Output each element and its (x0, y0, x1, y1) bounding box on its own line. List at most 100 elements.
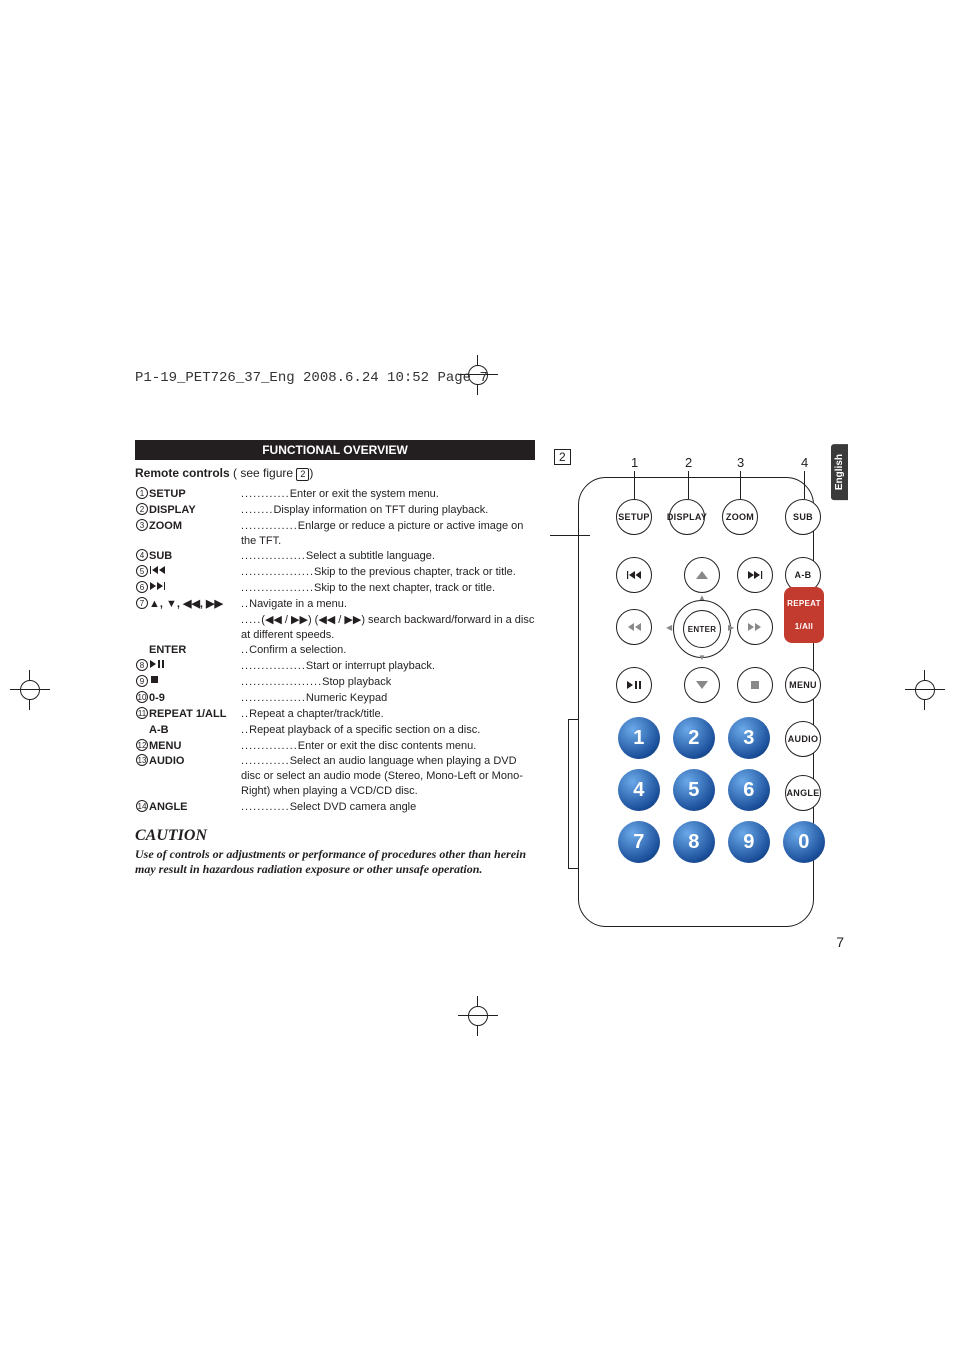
item-desc: ..Confirm a selection. (241, 643, 535, 658)
item-label: MENU (149, 739, 241, 754)
item-desc: ............Enter or exit the system men… (241, 487, 535, 502)
callout-line (688, 471, 689, 499)
registration-mark-left (10, 670, 50, 710)
list-item: 12MENU..............Enter or exit the di… (135, 739, 535, 754)
remote-num-8: 8 (673, 821, 715, 863)
list-item: 2DISPLAY........Display information on T… (135, 503, 535, 518)
list-item: 4SUB................Select a subtitle la… (135, 549, 535, 564)
list-item: 13AUDIO............Select an audio langu… (135, 754, 535, 799)
repeat-label2: 1/All (795, 622, 813, 631)
subhead-fig: 2 (296, 468, 309, 481)
item-desc: ..Repeat playback of a specific section … (241, 723, 535, 738)
list-item: 5..................Skip to the previous … (135, 565, 535, 580)
item-desc: ................Select a subtitle langua… (241, 549, 535, 564)
remote-num-9: 9 (728, 821, 770, 863)
remote-num-6: 6 (728, 769, 770, 811)
item-label (149, 675, 241, 690)
remote-enter: ENTER (683, 610, 721, 648)
item-desc: ..Repeat a chapter/track/title. (241, 707, 535, 722)
remote-setup: SETUP (616, 499, 652, 535)
item-desc: ............Select DVD camera angle (241, 800, 535, 815)
list-item: 7▲, ▼, ◀◀, ▶▶..Navigate in a menu. (135, 597, 535, 612)
item-desc: ................Start or interrupt playb… (241, 659, 535, 674)
remote-num-7: 7 (618, 821, 660, 863)
controls-list: 1SETUP............Enter or exit the syst… (135, 487, 535, 815)
item-label: ▲, ▼, ◀◀, ▶▶ (149, 597, 241, 612)
callout-line (804, 471, 805, 499)
enter-arrow: ◀ (666, 623, 672, 632)
remote-angle: ANGLE (785, 775, 821, 811)
caution-body: Use of controls or adjustments or perfor… (135, 847, 535, 878)
item-label (149, 581, 241, 596)
subhead-note-close: ) (309, 466, 313, 480)
remote-repeat: REPEAT 1/All (784, 587, 824, 643)
remote-controls-heading: Remote controls ( see figure 2) (135, 466, 535, 481)
figure-label: 2 (554, 449, 571, 465)
subhead-main: Remote controls (135, 466, 230, 480)
item-label: ANGLE (149, 800, 241, 815)
item-label: DISPLAY (149, 503, 241, 518)
list-item: A-B..Repeat playback of a specific secti… (135, 723, 535, 738)
remote-prev-track (616, 557, 652, 593)
callout-line (740, 471, 741, 499)
item-label: A-B (149, 723, 241, 738)
enter-arrow: ▼ (698, 653, 706, 662)
item-label (149, 565, 241, 580)
section-title: FUNCTIONAL OVERVIEW (135, 440, 535, 460)
item-desc: .....(◀◀ / ▶▶) (◀◀ / ▶▶) search backward… (241, 613, 535, 643)
remote-display: DISPLAY (669, 499, 705, 535)
remote-audio: AUDIO (785, 721, 821, 757)
print-job-header: P1-19_PET726_37_Eng 2008.6.24 10:52 Page… (135, 370, 488, 386)
list-item: 3ZOOM..............Enlarge or reduce a p… (135, 519, 535, 549)
list-item: 11REPEAT 1/ALL..Repeat a chapter/track/t… (135, 707, 535, 722)
list-item: 6..................Skip to the next chap… (135, 581, 535, 596)
remote-zoom: ZOOM (722, 499, 758, 535)
remote-menu: MENU (785, 667, 821, 703)
remote-num-1: 1 (618, 717, 660, 759)
list-item: ENTER..Confirm a selection. (135, 643, 535, 658)
item-label: AUDIO (149, 754, 241, 769)
item-desc: ..Navigate in a menu. (241, 597, 535, 612)
item-desc: ........Display information on TFT durin… (241, 503, 535, 518)
subhead-note: ( see figure (233, 466, 296, 480)
remote-sub: SUB (785, 499, 821, 535)
remote-stop (737, 667, 773, 703)
item-desc: ............Select an audio language whe… (241, 754, 535, 799)
item-label: SETUP (149, 487, 241, 502)
list-item: 1SETUP............Enter or exit the syst… (135, 487, 535, 502)
callout-line (550, 535, 590, 536)
numpad-bracket (568, 719, 578, 869)
list-item: .....(◀◀ / ▶▶) (◀◀ / ▶▶) search backward… (135, 613, 535, 643)
remote-num-3: 3 (728, 717, 770, 759)
callout-number: 1 (631, 455, 638, 470)
callout-number: 4 (801, 455, 808, 470)
item-label: ENTER (149, 643, 241, 658)
remote-up (684, 557, 720, 593)
remote-play-pause (616, 667, 652, 703)
enter-arrow: ▲ (698, 593, 706, 602)
item-desc: ..................Skip to the previous c… (241, 565, 535, 580)
remote-num-0: 0 (783, 821, 825, 863)
list-item: 9....................Stop playback (135, 675, 535, 690)
remote-next-track (737, 557, 773, 593)
registration-mark-mid (458, 996, 498, 1036)
item-label: REPEAT 1/ALL (149, 707, 241, 722)
remote-down (684, 667, 720, 703)
list-item: 100-9................Numeric Keypad (135, 691, 535, 706)
remote-num-4: 4 (618, 769, 660, 811)
item-desc: ..............Enter or exit the disc con… (241, 739, 535, 754)
callout-number: 2 (685, 455, 692, 470)
callout-line (634, 471, 635, 499)
page-number: 7 (836, 934, 844, 950)
item-desc: ..............Enlarge or reduce a pictur… (241, 519, 535, 549)
item-label: ZOOM (149, 519, 241, 534)
remote-num-2: 2 (673, 717, 715, 759)
caution-title: CAUTION (135, 827, 535, 845)
list-item: 8................Start or interrupt play… (135, 659, 535, 674)
remote-num-5: 5 (673, 769, 715, 811)
enter-arrow: ▶ (728, 623, 734, 632)
repeat-label1: REPEAT (787, 599, 821, 608)
remote-rewind (616, 609, 652, 645)
item-label (149, 659, 241, 674)
item-desc: ..................Skip to the next chapt… (241, 581, 535, 596)
